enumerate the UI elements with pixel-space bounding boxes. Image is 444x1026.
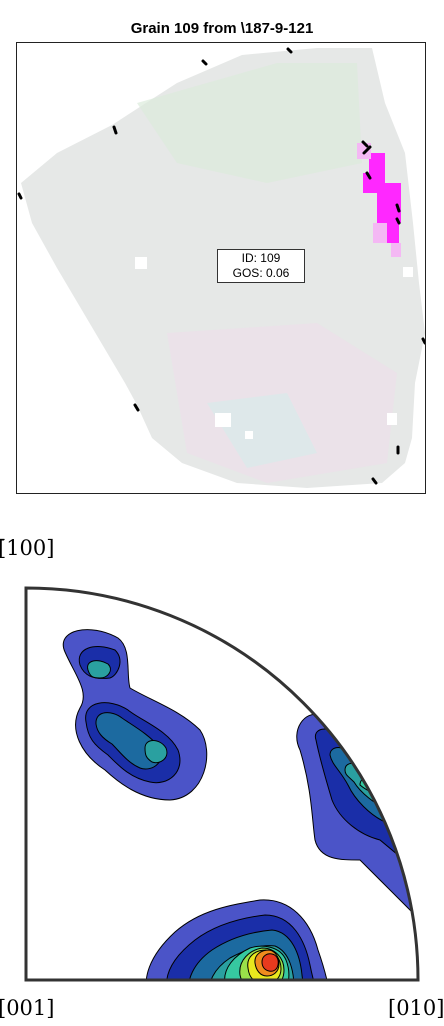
pole-figure-label-top: [̄100] xyxy=(0,536,55,560)
grain-map-frame: ID: 109 GOS: 0.06 xyxy=(16,42,426,494)
grain-boundary-marks xyxy=(17,47,425,485)
density-blob-upper xyxy=(62,629,208,801)
grain-id-text: ID: 109 xyxy=(241,251,281,265)
pole-figure-label-right: [010] xyxy=(388,996,444,1020)
pole-figure-label-left: [001] xyxy=(0,996,55,1020)
inverse-pole-figure xyxy=(24,586,420,982)
grain-holes xyxy=(135,257,413,439)
grain-gos-text: GOS: 0.06 xyxy=(232,266,290,280)
density-blob-right xyxy=(296,713,418,942)
density-blob-bottom xyxy=(145,899,331,980)
grain-tint-green xyxy=(137,63,362,183)
grain-highlight-patch xyxy=(363,153,401,243)
pole-figure-boundary xyxy=(24,586,420,982)
grain-tint-cyan xyxy=(207,393,317,468)
grain-info-label: ID: 109 GOS: 0.06 xyxy=(217,249,305,283)
grain-map-title: Grain 109 from \187-9-121 xyxy=(130,20,314,37)
